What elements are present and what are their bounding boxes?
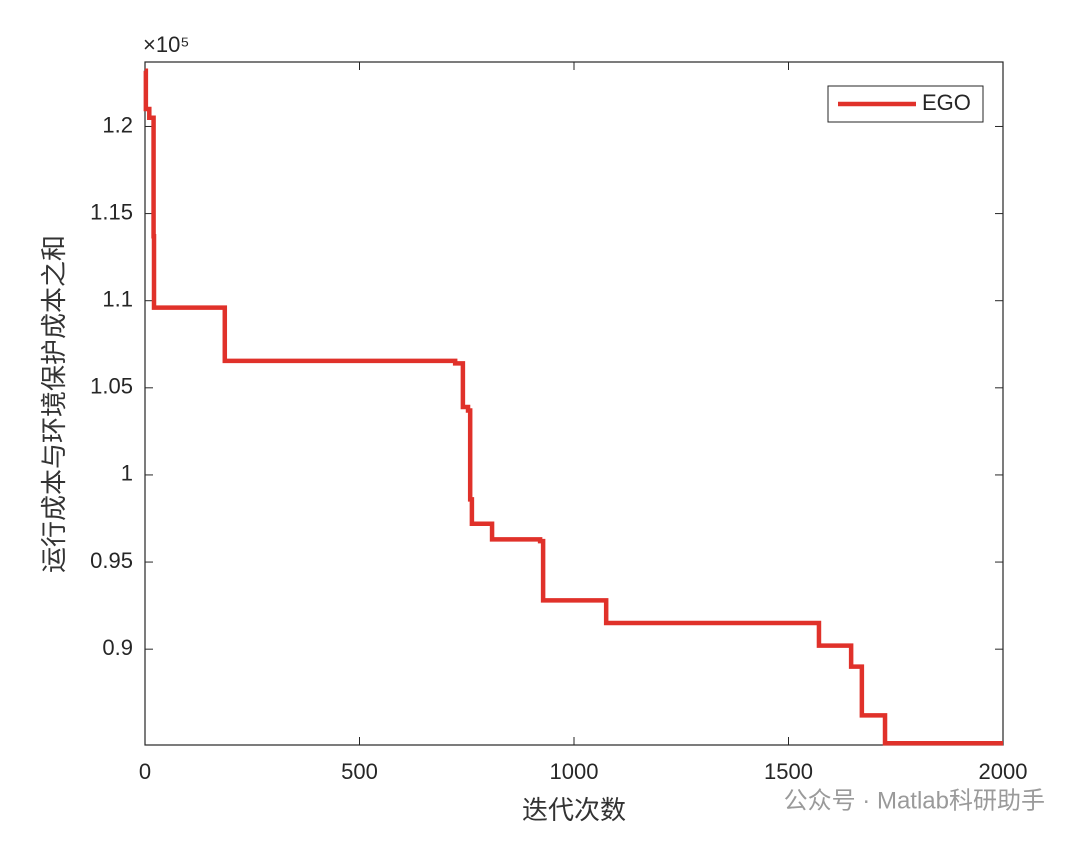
x-tick-label: 0: [139, 759, 151, 784]
y-tick-label: 1.15: [90, 199, 133, 224]
y-tick-label: 0.9: [102, 635, 133, 660]
x-tick-label: 2000: [979, 759, 1028, 784]
data-line: [143, 68, 1003, 746]
legend-label: EGO: [922, 90, 971, 115]
y-exponent: ×10⁵: [143, 32, 189, 57]
plot-box: [144, 61, 1004, 746]
x-tick-label: 1500: [764, 759, 813, 784]
y-tick-label: 1.1: [102, 287, 133, 312]
y-tick-label: 1: [121, 461, 133, 486]
y-tick-label: 1.05: [90, 374, 133, 399]
y-tick-label: 0.95: [90, 548, 133, 573]
x-tick-label: 500: [341, 759, 378, 784]
x-tick-label: 1000: [550, 759, 599, 784]
watermark: 公众号 · Matlab科研助手: [784, 787, 1045, 814]
x-axis-label: 迭代次数: [522, 796, 626, 826]
y-axis-label: 运行成本与环境保护成本之和: [40, 235, 70, 573]
y-tick-label: 1.2: [102, 112, 133, 137]
